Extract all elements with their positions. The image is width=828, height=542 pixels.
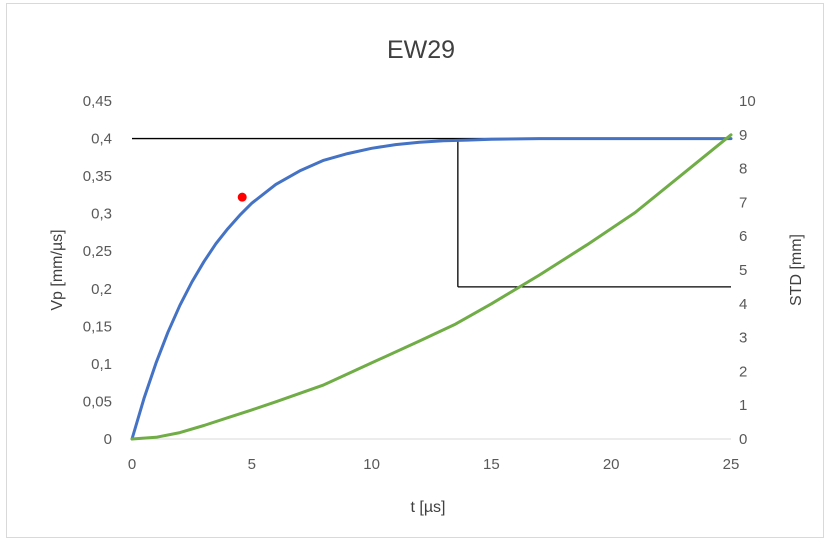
series-group xyxy=(130,133,733,441)
x-tick-label: 10 xyxy=(363,456,380,473)
data-point-marker xyxy=(237,192,247,202)
y-axis-label: Vp [mm/µs] xyxy=(49,229,66,310)
y-tick-label: 0,25 xyxy=(83,243,112,260)
y2-tick-label: 9 xyxy=(739,127,747,144)
y2-axis-label: STD [mm] xyxy=(788,234,805,306)
y-tick-label: 0,1 xyxy=(91,356,112,373)
y2-tick-label: 7 xyxy=(739,194,747,211)
y-tick-label: 0,2 xyxy=(91,281,112,298)
y-tick-label: 0,3 xyxy=(91,206,112,223)
y-tick-label: 0,15 xyxy=(83,318,112,335)
x-tick-label: 15 xyxy=(483,456,500,473)
y2-tick-label: 8 xyxy=(739,161,747,178)
y2-tick-label: 10 xyxy=(739,93,756,110)
chart-title: EW29 xyxy=(387,36,455,64)
y2-tick-label: 0 xyxy=(739,431,747,448)
y-tick-label: 0 xyxy=(104,431,112,448)
x-tick-label: 20 xyxy=(603,456,620,473)
x-tick-label: 25 xyxy=(723,456,740,473)
x-axis-ticks: 0 5 10 15 20 25 xyxy=(128,456,740,473)
series-line-std xyxy=(130,133,733,441)
y2-axis-ticks: 0 1 2 3 4 5 6 7 8 9 10 xyxy=(739,93,756,448)
y2-tick-label: 2 xyxy=(739,363,747,380)
y-axis-ticks: 0 0,05 0,1 0,15 0,2 0,25 0,3 0,35 0,4 0,45 xyxy=(83,93,112,448)
y2-tick-label: 4 xyxy=(739,296,747,313)
x-tick-label: 5 xyxy=(248,456,256,473)
y-tick-label: 0,45 xyxy=(83,93,112,110)
x-tick-label: 0 xyxy=(128,456,136,473)
series-line-vp xyxy=(130,137,733,441)
y2-tick-label: 3 xyxy=(739,330,747,347)
y-tick-label: 0,05 xyxy=(83,393,112,410)
y2-tick-label: 6 xyxy=(739,228,747,245)
y-tick-label: 0,4 xyxy=(91,131,112,148)
x-axis-label: t [µs] xyxy=(411,499,446,516)
y2-tick-label: 1 xyxy=(739,397,747,414)
chart-frame xyxy=(6,3,824,538)
reference-lines xyxy=(132,137,731,288)
y-tick-label: 0,35 xyxy=(83,168,112,185)
y2-tick-label: 5 xyxy=(739,262,747,279)
